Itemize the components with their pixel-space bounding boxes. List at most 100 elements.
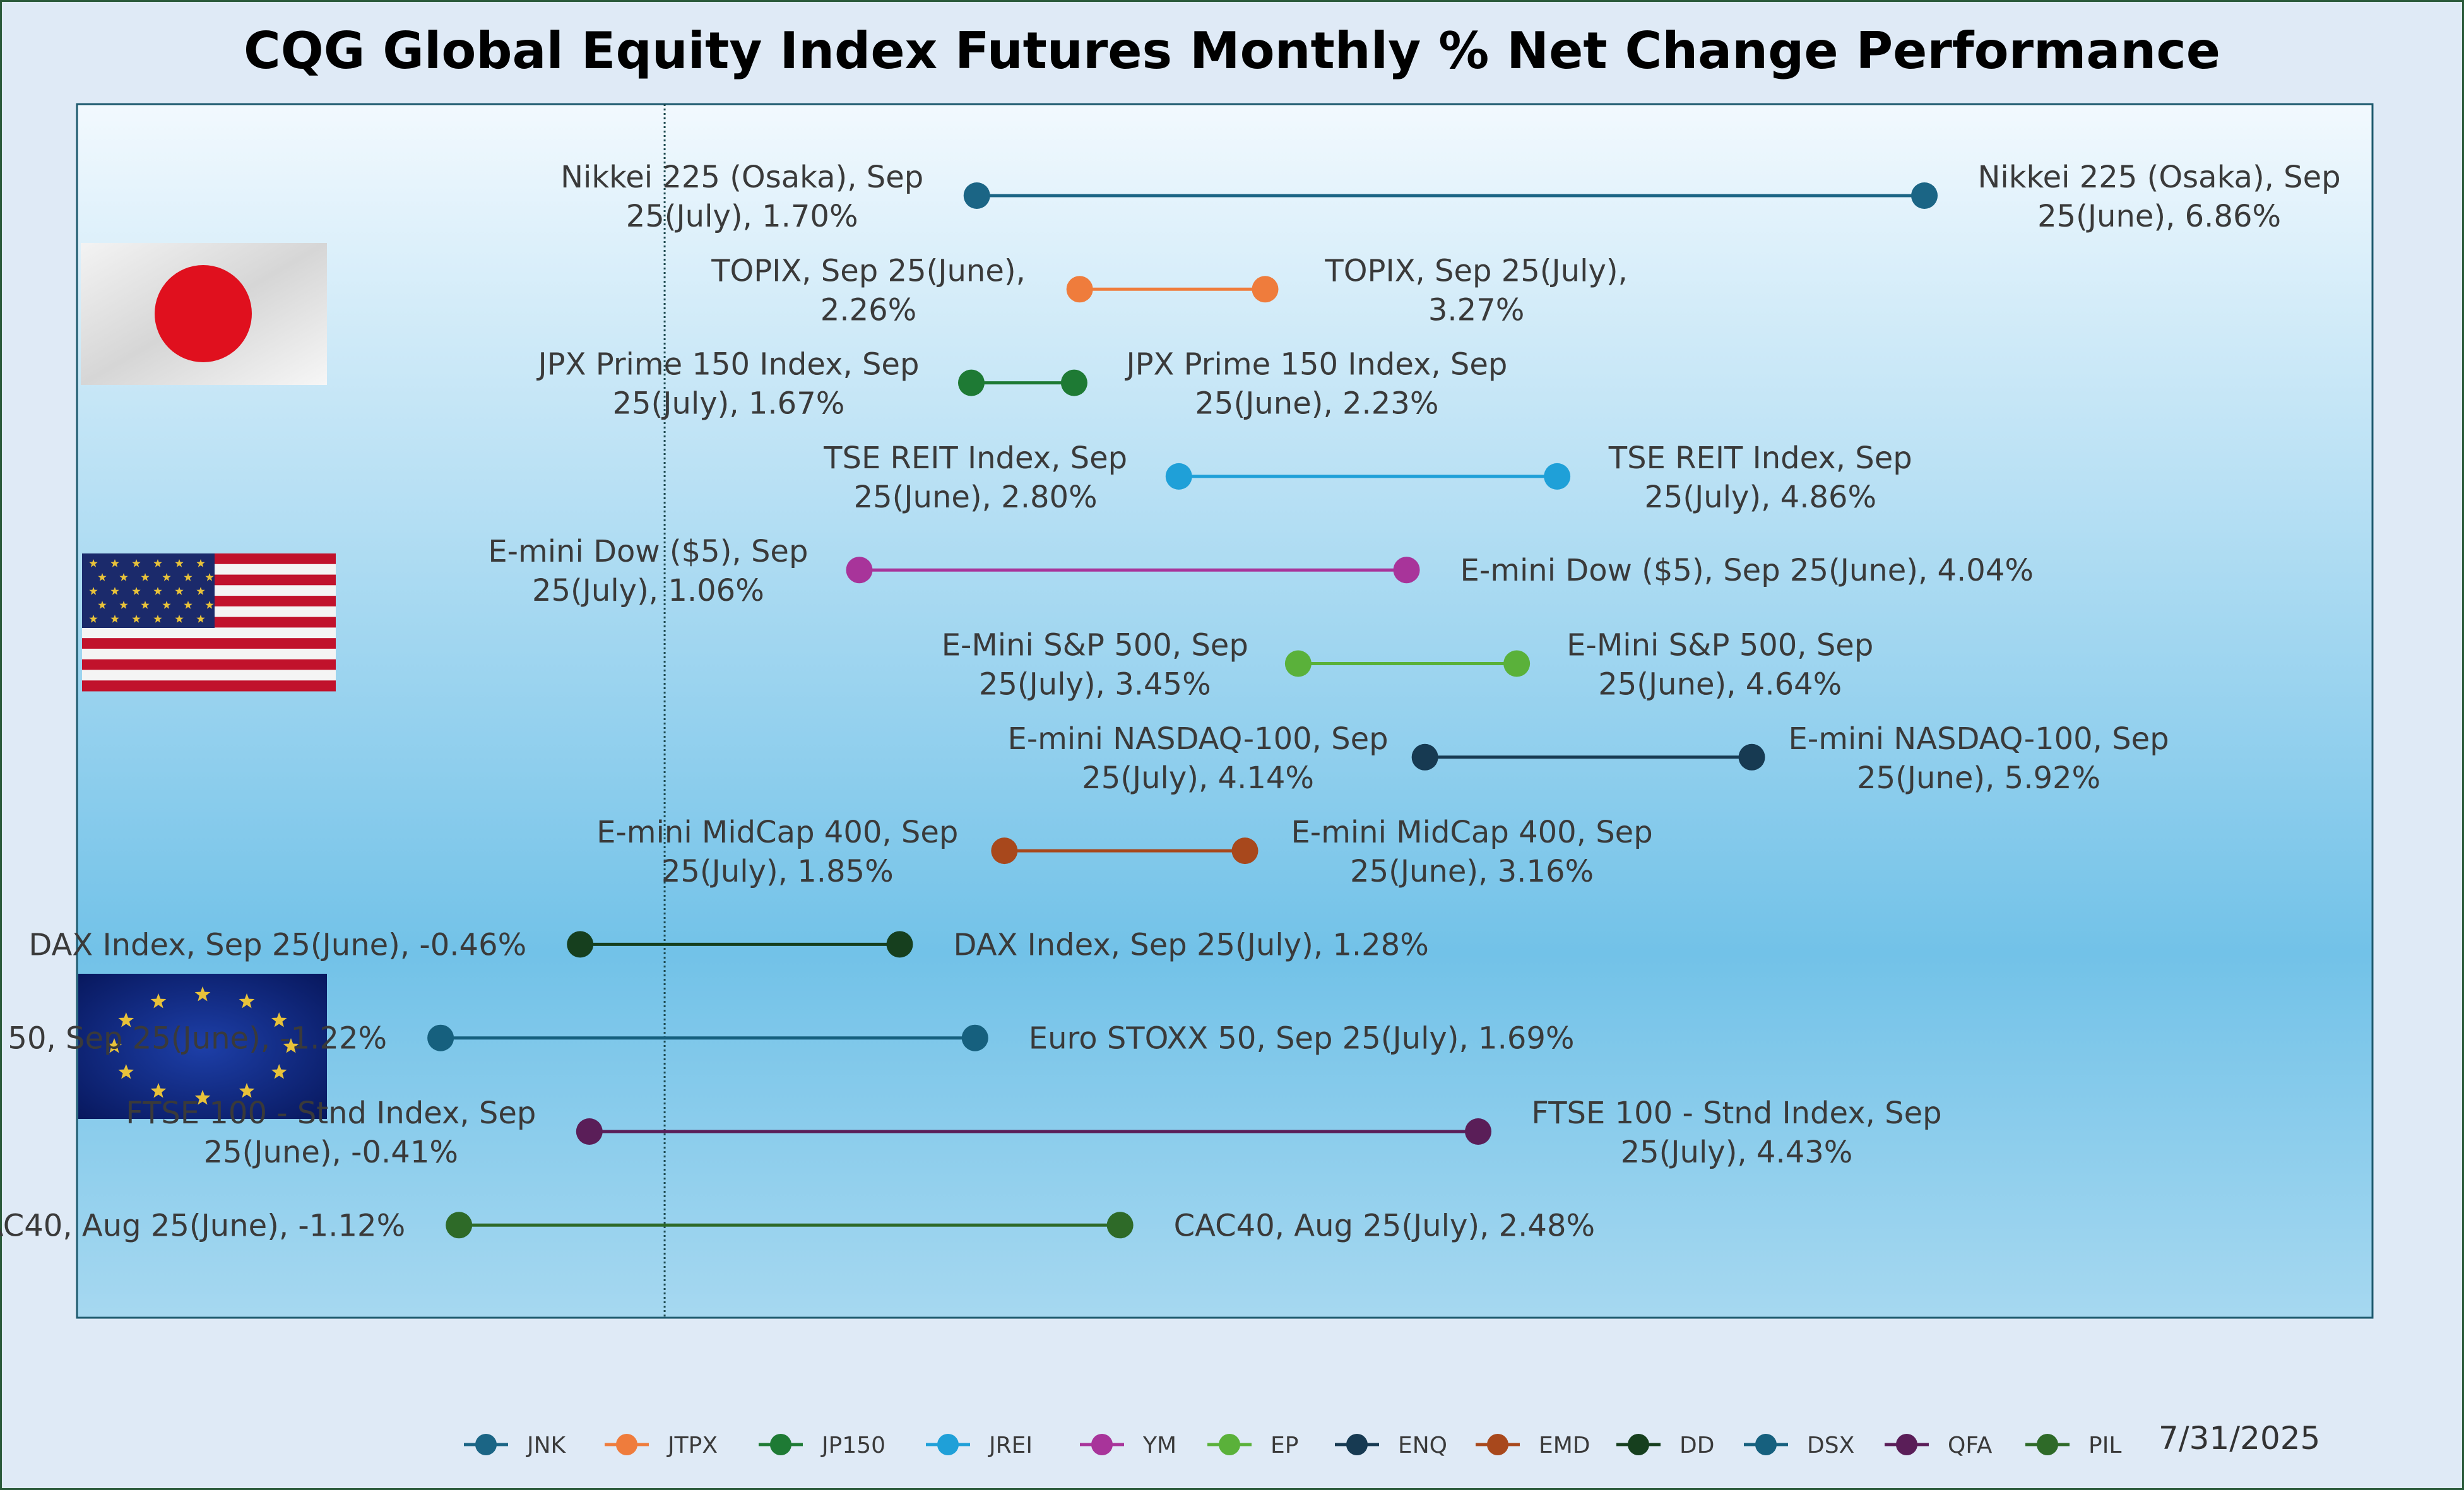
legend-label: YM xyxy=(1142,1433,1176,1458)
legend-label: EMD xyxy=(1539,1433,1590,1458)
chart-title: CQG Global Equity Index Futures Monthly … xyxy=(244,21,2220,80)
legend-label: ENQ xyxy=(1398,1433,1447,1458)
right-label: 25(June), 2.23% xyxy=(1195,386,1438,422)
series-jp150: JPX Prime 150 Index, Sep 25(July), 1.67% J… xyxy=(536,347,1507,422)
left-point xyxy=(567,931,594,958)
right-label: E-Mini S&P 500, Sep xyxy=(1567,628,1873,663)
eu-flag-star xyxy=(194,1090,211,1105)
usa-flag-star xyxy=(162,601,171,609)
usa-flag-star xyxy=(184,601,192,609)
right-label: 25(June), 4.64% xyxy=(1598,667,1842,702)
right-point xyxy=(1231,837,1259,865)
left-label: 25(July), 1.67% xyxy=(613,386,845,422)
right-point xyxy=(1465,1118,1492,1145)
left-label: E-mini Dow ($5), Sep xyxy=(488,534,808,569)
usa-flag-star xyxy=(196,615,205,623)
right-point xyxy=(1106,1212,1134,1239)
left-label: 25(July), 1.70% xyxy=(626,199,858,234)
left-label: E-mini MidCap 400, Sep xyxy=(596,815,958,850)
usa-flag-star xyxy=(110,559,119,567)
usa-flag-star xyxy=(132,559,141,567)
left-label: Nikkei 225 (Osaka), Sep xyxy=(560,160,923,195)
left-label: 25(July), 4.14% xyxy=(1082,760,1314,796)
left-label: JPX Prime 150 Index, Sep xyxy=(536,347,919,382)
series-ym: E-mini Dow ($5), Sep 25(July), 1.06% E-min… xyxy=(488,534,2034,608)
usa-flag-star xyxy=(205,601,214,609)
usa-flag-star xyxy=(110,587,119,595)
left-label: TOPIX, Sep 25(June), xyxy=(711,253,1026,288)
left-point xyxy=(1165,463,1192,490)
series-jrei: TSE REIT Index, Sep 25(June), 2.80% TSE RE… xyxy=(823,440,1912,515)
eu-flag-star xyxy=(118,1064,134,1079)
right-label: 25(June), 6.86% xyxy=(2037,199,2281,234)
legend-marker xyxy=(2037,1434,2058,1455)
usa-flag-star xyxy=(196,559,205,567)
right-label: Euro STOXX 50, Sep 25(July), 1.69% xyxy=(1029,1021,1575,1056)
eu-flag-star xyxy=(150,993,167,1008)
usa-flag-star xyxy=(153,559,162,567)
right-point xyxy=(1544,463,1571,490)
legend-item-dsx: DSX xyxy=(1744,1433,1854,1458)
eu-flag-star xyxy=(271,1064,287,1079)
legend-item-qfa: QFA xyxy=(1885,1433,1993,1458)
legend-item-jnk: JNK xyxy=(464,1433,567,1458)
right-label: E-mini Dow ($5), Sep 25(June), 4.04% xyxy=(1460,553,2034,588)
right-point xyxy=(1393,557,1420,584)
usa-flag-star xyxy=(205,573,214,581)
right-label: Nikkei 225 (Osaka), Sep xyxy=(1978,160,2341,195)
usa-flag-star xyxy=(132,615,141,623)
left-label: E-mini NASDAQ-100, Sep xyxy=(1008,721,1389,757)
legend-item-dd: DD xyxy=(1616,1433,1714,1458)
legend-item-enq: ENQ xyxy=(1335,1433,1447,1458)
legend-marker xyxy=(1487,1434,1508,1455)
eu-flag-star xyxy=(239,993,255,1008)
series-dsx: Euro STOXX 50, Sep 25(June), -1.22% Euro … xyxy=(0,1021,1575,1056)
usa-flag-star xyxy=(119,573,128,581)
chart-date: 7/31/2025 xyxy=(2159,1420,2321,1457)
legend-marker xyxy=(475,1434,497,1455)
usa-flag-star xyxy=(196,587,205,595)
legend-label: DSX xyxy=(1807,1433,1854,1458)
series-ep: E-Mini S&P 500, Sep 25(July), 3.45% E-Mini… xyxy=(942,628,1874,702)
right-label: FTSE 100 - Stnd Index, Sep xyxy=(1531,1096,1941,1131)
legend-marker xyxy=(1219,1434,1240,1455)
legend-item-emd: EMD xyxy=(1476,1433,1590,1458)
right-point xyxy=(961,1024,988,1051)
legend-item-jtpx: JTPX xyxy=(605,1433,718,1458)
legend-marker xyxy=(1755,1434,1777,1455)
japan-flag xyxy=(81,243,327,385)
left-label: 25(June), 2.80% xyxy=(854,480,1098,515)
right-label: TOPIX, Sep 25(July), xyxy=(1324,253,1627,288)
legend-marker xyxy=(1896,1434,1917,1455)
legend-marker xyxy=(1346,1434,1368,1455)
right-label: JPX Prime 150 Index, Sep xyxy=(1124,347,1507,382)
left-label: 25(July), 1.85% xyxy=(661,854,894,889)
right-label: 25(July), 4.43% xyxy=(1621,1135,1853,1170)
right-label: 3.27% xyxy=(1428,292,1524,328)
series-jtpx: TOPIX, Sep 25(June), 2.26% TOPIX, Sep 25(J… xyxy=(711,253,1628,328)
eu-flag-star xyxy=(283,1038,299,1053)
series-jnk: Nikkei 225 (Osaka), Sep 25(July), 1.70% Ni… xyxy=(560,160,2341,234)
legend-item-jp150: JP150 xyxy=(759,1433,886,1458)
left-point xyxy=(1411,743,1438,771)
right-label: DAX Index, Sep 25(July), 1.28% xyxy=(954,927,1429,962)
right-label: E-mini NASDAQ-100, Sep xyxy=(1789,721,2169,757)
legend-label: EP xyxy=(1270,1433,1298,1458)
eu-flag-star xyxy=(150,1083,167,1098)
legend: JNK JTPX JP150 JREI YM EP ENQ EMD DD DSX QFA PIL xyxy=(464,1433,2121,1458)
eu-flag-star xyxy=(106,1038,122,1053)
left-point xyxy=(846,557,873,584)
usa-flag-star xyxy=(119,601,128,609)
left-label: 2.26% xyxy=(820,292,916,328)
left-point xyxy=(991,837,1018,865)
eu-flag-star xyxy=(239,1083,255,1098)
left-label: E-Mini S&P 500, Sep xyxy=(942,628,1248,663)
legend-label: JNK xyxy=(526,1433,567,1458)
usa-flag-star xyxy=(141,573,150,581)
right-point xyxy=(1252,276,1279,303)
usa-flag-star xyxy=(162,573,171,581)
legend-marker xyxy=(770,1434,791,1455)
legend-item-ym: YM xyxy=(1080,1433,1176,1458)
left-point xyxy=(576,1118,603,1145)
series-dd: DAX Index, Sep 25(June), -0.46% DAX Index… xyxy=(28,927,1428,962)
